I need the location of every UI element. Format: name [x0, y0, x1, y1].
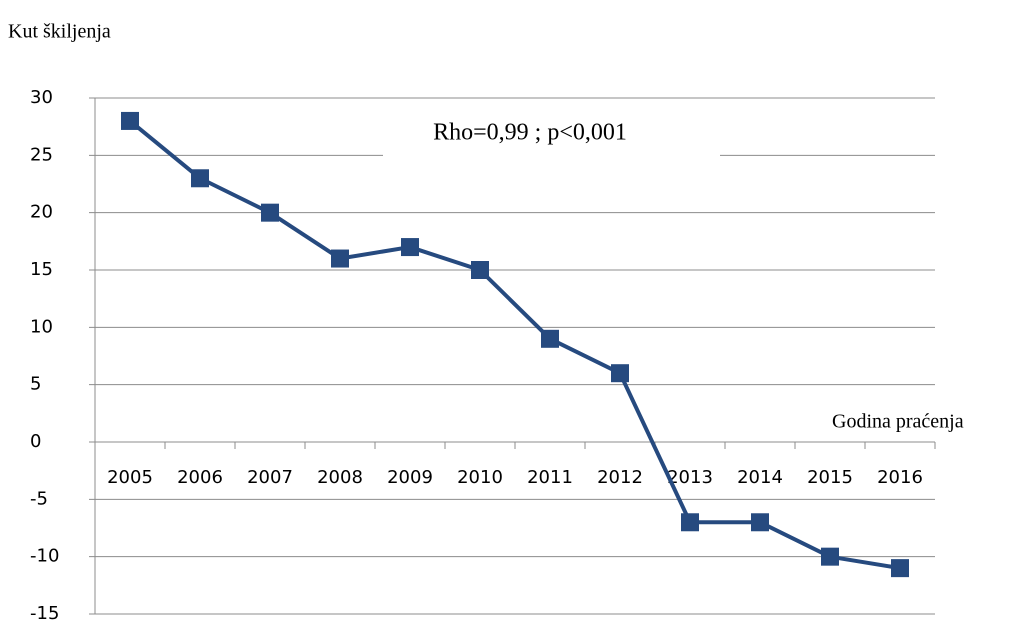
y-tick-label: 30 [30, 87, 53, 108]
y-tick-label: 25 [30, 144, 53, 165]
y-tick-label: 15 [30, 259, 53, 280]
x-tick-label: 2009 [387, 467, 433, 488]
marker [471, 261, 489, 279]
x-tick-label: 2011 [527, 467, 573, 488]
y-axis-label: Kut škiljenja [8, 21, 111, 43]
line [128, 119, 901, 571]
annotation: Rho=0,99 ; p<0,001 [433, 120, 627, 146]
marker [821, 547, 839, 566]
marker [191, 169, 209, 188]
x-tick-label: 2005 [107, 467, 153, 488]
marker [891, 559, 909, 578]
x-label-bg [825, 405, 1010, 439]
x-tick-label: 2014 [737, 467, 783, 488]
x-tick-label: 2010 [457, 467, 503, 488]
x-tick-label: 2016 [877, 467, 923, 488]
y-tick-label: -5 [30, 488, 48, 509]
x-tick-label: 2006 [177, 467, 223, 488]
marker [261, 203, 279, 222]
marker [401, 238, 419, 257]
marker [331, 249, 349, 268]
y-tick-label: 5 [30, 374, 41, 395]
marker [121, 111, 139, 130]
y-tick-label: 10 [30, 316, 53, 337]
x-tick-label: 2013 [667, 467, 713, 488]
y-tick-label: 20 [30, 202, 53, 223]
marker [751, 513, 769, 532]
x-tick-label: 2007 [247, 467, 293, 488]
x-axis-label: Godina praćenja [832, 411, 964, 433]
x-tick-label: 2012 [597, 467, 643, 488]
marker [611, 364, 629, 383]
y-tick-label: -10 [30, 546, 59, 567]
y-tick-label: -15 [30, 603, 59, 624]
marker [681, 513, 699, 532]
x-tick-label: 2008 [317, 467, 363, 488]
marker [541, 329, 559, 348]
y-tick-label: 0 [30, 431, 41, 452]
x-tick-label: 2015 [807, 467, 853, 488]
annotation-bg [383, 112, 720, 156]
